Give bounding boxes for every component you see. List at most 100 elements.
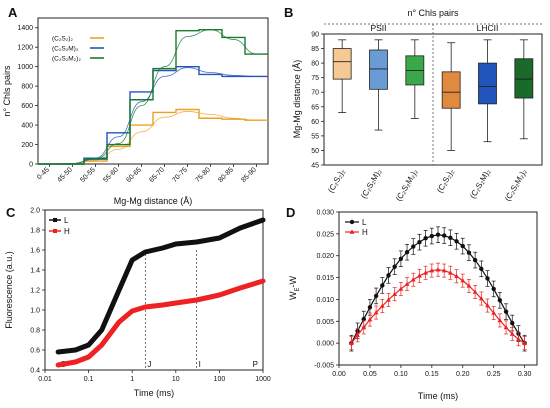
panel-b-group-label: PSII bbox=[370, 23, 386, 33]
panel-a-ytick-label: 200 bbox=[21, 142, 33, 149]
panel-b-xtick-label: (C₂S₂)₂ bbox=[435, 168, 456, 195]
panel-b-letter: B bbox=[284, 5, 293, 20]
panel-d-point-1 bbox=[435, 267, 441, 272]
panel-d-point-1 bbox=[522, 340, 528, 345]
panel-c-ytick-label: 0.6 bbox=[30, 348, 40, 355]
panel-d-ytick-label: 0.025 bbox=[316, 231, 334, 238]
panel-c-xtick-label: 1 bbox=[130, 376, 134, 383]
panel-d-ytick-label: 0.005 bbox=[316, 319, 334, 326]
panel-a-xtick-label: 75-80 bbox=[194, 166, 212, 184]
panel-d-xtick-label: 0.15 bbox=[425, 371, 439, 378]
panel-a-xtick-label: 50-55 bbox=[79, 166, 97, 184]
panel-d-legend-label-0: L bbox=[362, 218, 367, 227]
panel-d-point-0 bbox=[411, 244, 416, 249]
panel-d-line-1 bbox=[350, 269, 525, 344]
panel-d-point-1 bbox=[497, 317, 503, 323]
panel-a-ytick-label: 400 bbox=[21, 123, 33, 130]
panel-d-point-0 bbox=[386, 273, 391, 278]
panel-d-point-1 bbox=[392, 291, 398, 296]
panel-c-phase-label: P bbox=[253, 360, 258, 369]
panel-c-trace-0 bbox=[55, 217, 266, 355]
panel-b-ytick-label: 50 bbox=[311, 148, 319, 155]
panel-a-xtick-label: 70-75 bbox=[171, 166, 189, 184]
panel-a-histogram-0 bbox=[38, 108, 268, 165]
panel-b-xtick-label: (C₂S₂M)₂ bbox=[359, 168, 383, 201]
panel-c-ytick-label: 0.4 bbox=[30, 368, 40, 375]
panel-c-legend-label-1: H bbox=[64, 227, 70, 236]
panel-d-legend-label-1: H bbox=[362, 228, 368, 237]
panel-a-legend-label-1: (C₂S₂M)₂ bbox=[52, 46, 79, 53]
panel-b-xtick-label: (C₂S₂M₂)₂ bbox=[503, 168, 529, 203]
panel-d-point-1 bbox=[460, 278, 466, 283]
panel-a-ytick-label: 1400 bbox=[17, 25, 33, 32]
panel-d-point-1 bbox=[466, 283, 472, 288]
panel-b-box bbox=[332, 48, 352, 80]
panel-c-phase-label: J bbox=[147, 360, 151, 369]
panel-d-point-1 bbox=[404, 281, 410, 286]
panel-d-point-0 bbox=[417, 239, 422, 245]
panel-c-xtick-label: 10 bbox=[172, 376, 180, 383]
panel-d-ytick-label: 0.015 bbox=[316, 275, 334, 282]
panel-d-point-0 bbox=[448, 235, 453, 240]
panel-a-xlabel: Mg-Mg distance (Å) bbox=[114, 196, 193, 206]
panel-d-xtick-label: 0.00 bbox=[332, 371, 346, 378]
panel-b-xtick-label: (C₂S₂M)₂ bbox=[468, 168, 492, 201]
panel-d-point-1 bbox=[447, 270, 453, 275]
panel-d-point-1 bbox=[509, 331, 515, 336]
panel-c-xtick-label: 0.1 bbox=[84, 376, 94, 383]
panel-b-box bbox=[478, 62, 497, 105]
panel-d-point-1 bbox=[478, 295, 484, 301]
panel-d: D -0.005 0.000 0.005 0.010 0.015 0.020 0.025 0.… bbox=[286, 205, 538, 401]
panel-c-ylabel: Fluorescence (a.u.) bbox=[4, 251, 14, 329]
panel-d-point-0 bbox=[435, 232, 441, 237]
panel-c-trace-1 bbox=[55, 278, 266, 368]
panel-d-point-0 bbox=[503, 309, 509, 314]
panel-c-ytick-label: 1.2 bbox=[30, 288, 40, 295]
panel-d-point-1 bbox=[355, 332, 360, 338]
panel-b-ytick-label: 55 bbox=[311, 133, 319, 140]
panel-a-ytick-label: 0 bbox=[29, 162, 33, 169]
panel-d-point-0 bbox=[361, 316, 366, 322]
panel-d-point-0 bbox=[423, 236, 428, 241]
panel-d-xtick-label: 0.05 bbox=[363, 371, 377, 378]
panel-a-letter: A bbox=[8, 5, 18, 20]
panel-b-ytick-label: 85 bbox=[311, 46, 319, 53]
panel-d-point-0 bbox=[392, 264, 397, 269]
panel-d-point-1 bbox=[454, 273, 459, 279]
panel-d-ylabel: WE-W bbox=[288, 275, 301, 300]
panel-d-point-1 bbox=[503, 324, 509, 330]
panel-d-point-0 bbox=[441, 233, 447, 238]
panel-d-point-1 bbox=[410, 277, 416, 282]
panel-d-point-1 bbox=[423, 270, 429, 275]
panel-c-xtick-label: 0.01 bbox=[38, 376, 52, 383]
panel-d-xtick-label: 0.10 bbox=[394, 371, 408, 378]
panel-d-point-1 bbox=[485, 302, 490, 308]
panel-d-point-0 bbox=[454, 239, 459, 244]
panel-b-box bbox=[369, 49, 388, 90]
panel-d-point-0 bbox=[479, 266, 484, 272]
panel-d-letter: D bbox=[286, 205, 295, 220]
panel-d-point-1 bbox=[367, 316, 373, 322]
panel-c-xlabel: Time (ms) bbox=[134, 388, 174, 398]
panel-b-xtick-label: (C₂S₂)₂ bbox=[326, 168, 347, 195]
panel-d-point-1 bbox=[398, 286, 404, 291]
panel-b-ytick-label: 60 bbox=[311, 119, 319, 126]
panel-b-group-label: LHCII bbox=[477, 23, 499, 33]
panel-c-xtick-label: 100 bbox=[214, 376, 226, 383]
panel-c-ytick-label: 1.0 bbox=[30, 308, 40, 315]
panel-a-ytick-label: 1200 bbox=[17, 45, 33, 52]
panel-d-point-0 bbox=[404, 250, 410, 255]
panel-a: A 0 200 400 600 800 1000 1200 1400 0-45 45-50 50-5… bbox=[2, 5, 269, 206]
panel-d-xtick-label: 0.20 bbox=[456, 371, 470, 378]
panel-d-point-1 bbox=[348, 340, 354, 345]
panel-d-point-0 bbox=[429, 233, 435, 239]
panel-d-point-0 bbox=[491, 286, 496, 292]
panel-c-legend-label-0: L bbox=[64, 216, 69, 225]
panel-d-point-0 bbox=[380, 283, 385, 288]
panel-d-point-0 bbox=[460, 243, 465, 249]
panel-b-xtick-label: (C₂S₂M₂)₂ bbox=[394, 168, 420, 203]
panel-d-point-0 bbox=[510, 320, 515, 326]
panel-c-xtick-label: 1000 bbox=[255, 376, 271, 383]
panel-c-ytick-label: 0.8 bbox=[30, 328, 40, 335]
panel-d-point-1 bbox=[373, 309, 379, 315]
